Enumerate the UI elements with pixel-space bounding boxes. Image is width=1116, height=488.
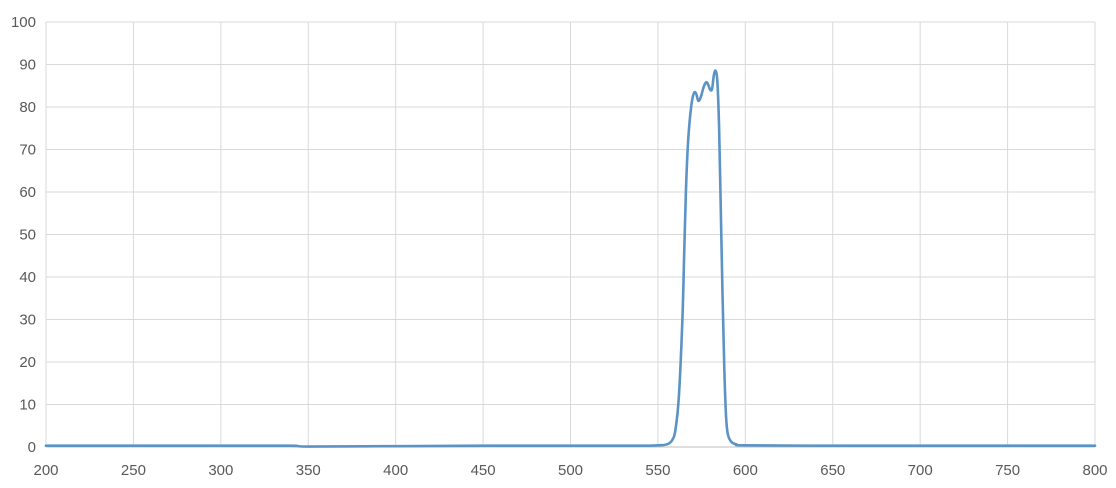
y-tick-label: 20 xyxy=(19,354,36,371)
y-tick-label: 80 xyxy=(19,99,36,116)
x-tick-label: 650 xyxy=(820,462,845,479)
x-tick-label: 300 xyxy=(208,462,233,479)
x-tick-label: 350 xyxy=(296,462,321,479)
x-tick-label: 800 xyxy=(1082,462,1107,479)
tick-labels: 0 10 20 30 40 50 60 70 80 90 100 200 250 300 350 400 450… xyxy=(11,14,1108,479)
y-tick-label: 100 xyxy=(11,14,36,31)
series-line-0 xyxy=(44,69,1097,448)
y-tick-label: 40 xyxy=(19,269,36,286)
x-tick-label: 200 xyxy=(33,462,58,479)
x-tick-label: 250 xyxy=(121,462,146,479)
x-tick-label: 400 xyxy=(383,462,408,479)
y-tick-label: 0 xyxy=(28,439,36,456)
x-tick-label: 600 xyxy=(733,462,758,479)
grid xyxy=(45,21,1096,447)
y-tick-label: 60 xyxy=(19,184,36,201)
x-tick-label: 700 xyxy=(908,462,933,479)
y-tick-label: 30 xyxy=(19,312,36,329)
x-tick-label: 450 xyxy=(471,462,496,479)
y-tick-label: 70 xyxy=(19,142,36,159)
y-tick-label: 90 xyxy=(19,57,36,74)
series-layer xyxy=(44,69,1097,448)
y-tick-label: 10 xyxy=(19,397,36,414)
x-tick-label: 550 xyxy=(645,462,670,479)
x-tick-label: 500 xyxy=(558,462,583,479)
y-tick-label: 50 xyxy=(19,227,36,244)
x-tick-label: 750 xyxy=(995,462,1020,479)
